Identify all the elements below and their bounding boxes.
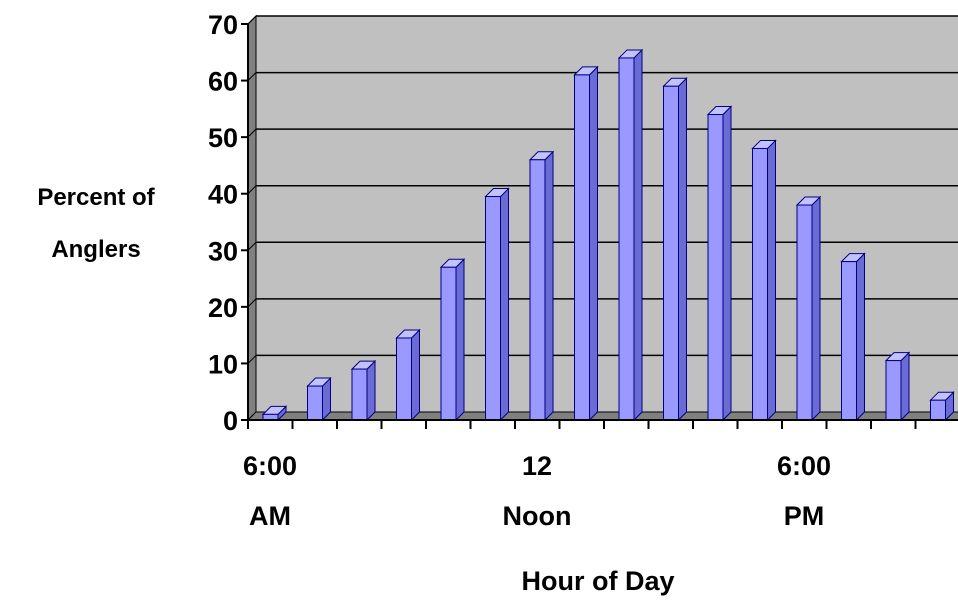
x-tick-label: Noon	[503, 501, 572, 531]
gridline-side	[247, 241, 257, 251]
y-axis-label-line: Percent of	[37, 184, 155, 211]
axes	[241, 23, 958, 429]
y-tick-label: 70	[208, 10, 238, 40]
bar	[350, 359, 377, 422]
bar	[929, 390, 955, 422]
gridline-side	[247, 185, 257, 195]
gridline-side	[247, 72, 257, 81]
gridline-side	[247, 128, 257, 138]
x-axis-label: Hour of Day	[521, 566, 674, 596]
gridline-side	[247, 298, 257, 308]
bar	[439, 258, 466, 422]
x-tick-label: AM	[249, 501, 291, 531]
y-tick-label: 50	[208, 123, 238, 153]
bar	[884, 351, 911, 422]
bar	[306, 376, 332, 422]
bar	[840, 252, 866, 422]
bar	[261, 405, 288, 422]
bar	[617, 48, 644, 422]
y-axis-label-line: Anglers	[51, 236, 140, 263]
x-tick-label: PM	[784, 501, 825, 531]
bar	[573, 65, 599, 422]
y-tick-label: 10	[208, 349, 238, 379]
gridline-side	[247, 15, 257, 25]
bar	[706, 105, 733, 422]
y-tick-label: 20	[208, 293, 238, 323]
bar	[795, 195, 822, 422]
x-tick-label: 6:00	[243, 451, 297, 481]
x-tick-labels: 6:00 AM 12 Noon 6:00 PM	[243, 451, 831, 531]
y-tick-label: 0	[223, 406, 238, 436]
bar	[484, 187, 510, 422]
x-tick-label: 6:00	[777, 451, 831, 481]
bar	[395, 328, 421, 422]
y-tick-label: 30	[208, 236, 238, 266]
y-tick-labels: 0 10 20 30 40 50 60 70	[208, 10, 238, 436]
bar	[662, 77, 688, 422]
y-tick-label: 60	[208, 67, 238, 97]
bar	[528, 150, 555, 422]
x-tick-label: 12	[522, 451, 552, 481]
gridline-side	[247, 355, 257, 364]
y-tick-label: 40	[208, 180, 238, 210]
y-axis-label: Percent of Anglers	[37, 184, 155, 263]
bar	[751, 139, 777, 422]
